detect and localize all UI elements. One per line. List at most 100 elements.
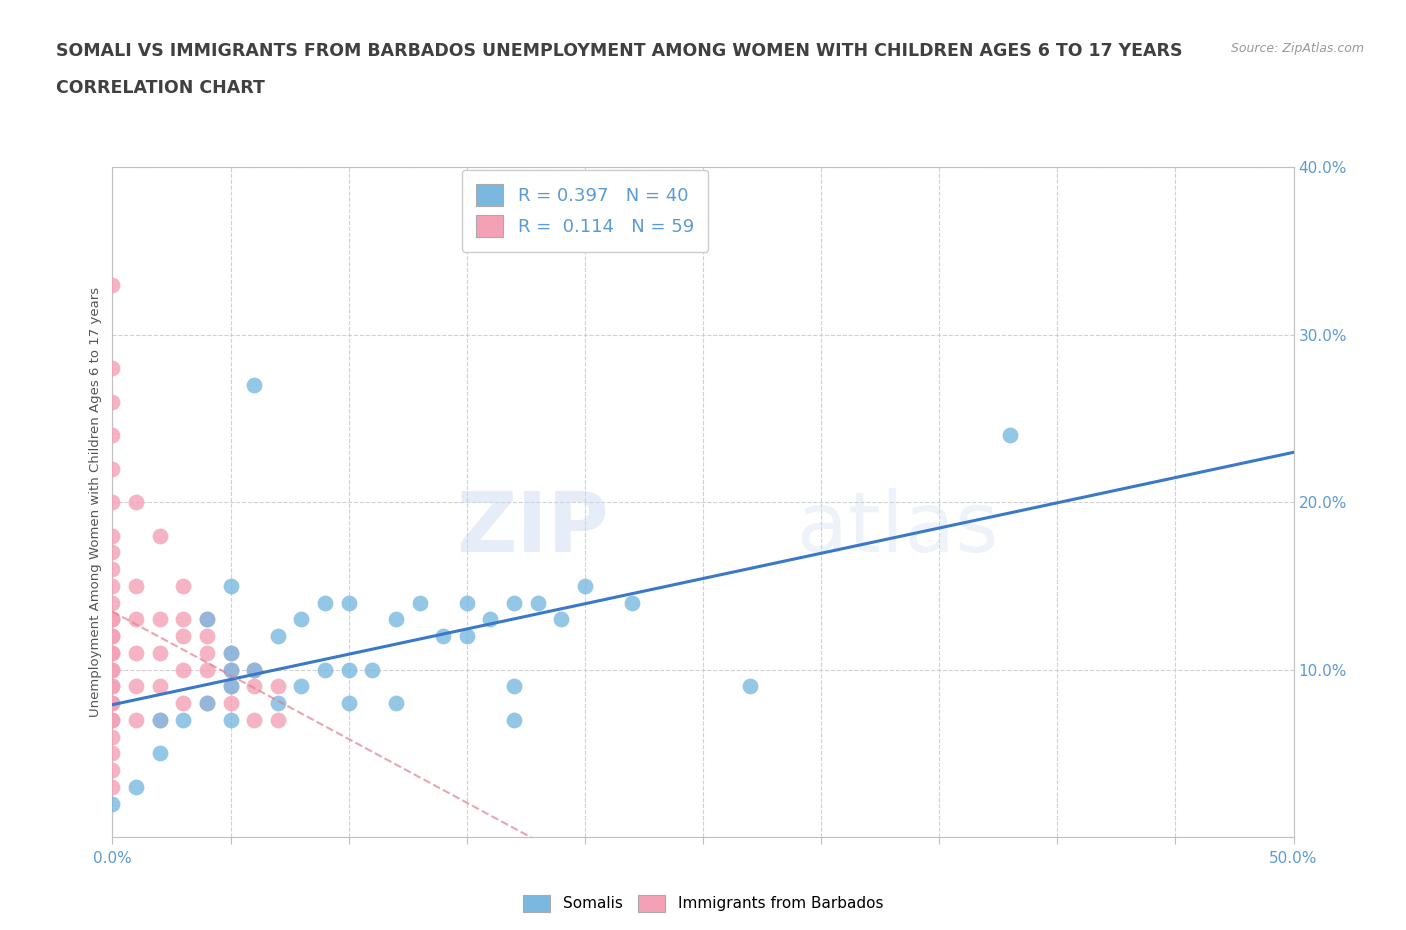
Point [456,629,478,644]
Legend: Somalis, Immigrants from Barbados: Somalis, Immigrants from Barbados [517,889,889,918]
Point [290,612,312,627]
Legend: R = 0.397   N = 40, R =  0.114   N = 59: R = 0.397 N = 40, R = 0.114 N = 59 [461,170,709,252]
Point [101,595,124,610]
Point [101,495,124,510]
Point [101,696,124,711]
Point [219,578,242,593]
Point [101,679,124,694]
Point [998,428,1021,443]
Point [101,662,124,677]
Point [101,612,124,627]
Point [503,595,526,610]
Point [101,394,124,409]
Point [456,595,478,610]
Point [243,679,266,694]
Point [101,277,124,292]
Point [337,595,360,610]
Point [172,712,194,727]
Point [219,679,242,694]
Point [125,779,148,794]
Point [574,578,596,593]
Point [243,662,266,677]
Point [219,645,242,660]
Point [101,729,124,744]
Point [243,378,266,392]
Point [740,679,762,694]
Point [408,595,430,610]
Point [385,612,408,627]
Point [503,712,526,727]
Point [195,662,218,677]
Point [267,712,290,727]
Point [267,696,290,711]
Point [195,645,218,660]
Point [195,612,218,627]
Point [101,746,124,761]
Point [337,696,360,711]
Point [149,612,172,627]
Point [219,662,242,677]
Text: ZIP: ZIP [456,488,609,569]
Point [361,662,384,677]
Point [101,629,124,644]
Point [479,612,502,627]
Point [172,696,194,711]
Point [149,679,172,694]
Point [101,662,124,677]
Point [219,712,242,727]
Text: SOMALI VS IMMIGRANTS FROM BARBADOS UNEMPLOYMENT AMONG WOMEN WITH CHILDREN AGES 6: SOMALI VS IMMIGRANTS FROM BARBADOS UNEMP… [56,42,1182,60]
Point [101,679,124,694]
Point [314,662,336,677]
Text: atlas: atlas [797,488,1000,569]
Point [290,679,312,694]
Point [503,679,526,694]
Point [149,712,172,727]
Point [101,545,124,560]
Point [195,696,218,711]
Point [621,595,644,610]
Point [125,578,148,593]
Point [432,629,454,644]
Point [267,629,290,644]
Point [101,712,124,727]
Point [172,629,194,644]
Point [243,712,266,727]
Point [101,763,124,777]
Point [526,595,548,610]
Point [101,629,124,644]
Point [101,796,124,811]
Point [125,645,148,660]
Point [149,528,172,543]
Point [195,629,218,644]
Point [219,662,242,677]
Point [172,578,194,593]
Point [101,528,124,543]
Point [101,361,124,376]
Point [149,746,172,761]
Point [101,645,124,660]
Point [125,612,148,627]
Point [195,612,218,627]
Point [219,696,242,711]
Point [219,645,242,660]
Point [101,578,124,593]
Point [125,495,148,510]
Text: Source: ZipAtlas.com: Source: ZipAtlas.com [1230,42,1364,55]
Point [101,461,124,476]
Point [267,679,290,694]
Point [314,595,336,610]
Point [149,712,172,727]
Point [125,712,148,727]
Point [101,612,124,627]
Point [243,662,266,677]
Point [101,645,124,660]
Point [101,712,124,727]
Y-axis label: Unemployment Among Women with Children Ages 6 to 17 years: Unemployment Among Women with Children A… [89,287,103,717]
Point [101,428,124,443]
Point [172,662,194,677]
Point [195,696,218,711]
Point [337,662,360,677]
Point [550,612,572,627]
Point [172,612,194,627]
Point [101,562,124,577]
